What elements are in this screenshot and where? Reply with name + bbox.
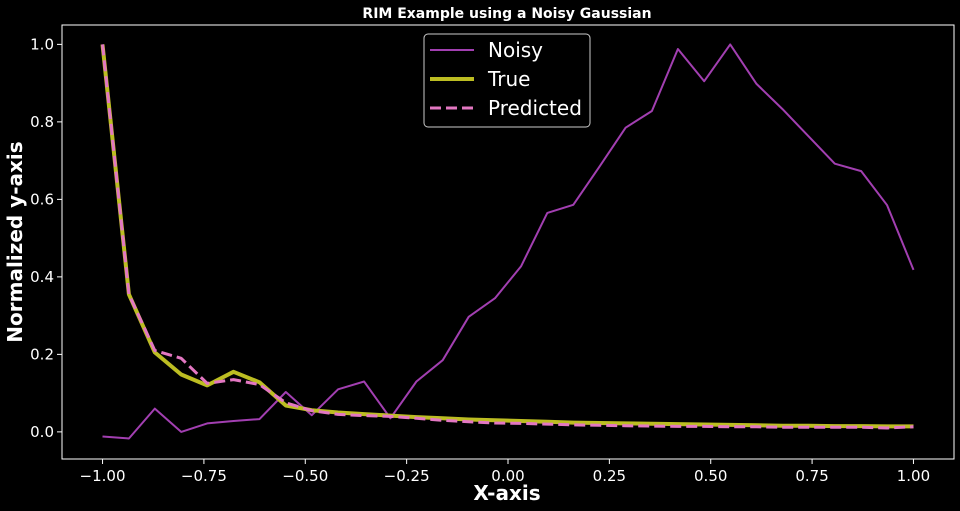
chart-title: RIM Example using a Noisy Gaussian xyxy=(362,6,651,22)
y-tick-label: 1.0 xyxy=(30,35,54,53)
x-tick-label: −1.00 xyxy=(80,467,126,485)
plot-lines xyxy=(100,43,915,440)
x-tick-label: 0.50 xyxy=(694,467,727,485)
series-line-noisy xyxy=(102,43,915,440)
x-tick-label: 0.25 xyxy=(593,467,626,485)
y-tick-label: 0.4 xyxy=(30,268,54,286)
y-tick-label: 0.2 xyxy=(30,345,54,363)
x-tick-label: −0.50 xyxy=(282,467,328,485)
legend-label-true: True xyxy=(487,67,530,91)
x-axis-label: X-axis xyxy=(473,481,540,505)
legend-label-noisy: Noisy xyxy=(488,38,543,62)
x-tick-label: 1.00 xyxy=(897,467,930,485)
y-axis-label: Normalized y-axis xyxy=(3,141,27,342)
x-tick-label: 0.00 xyxy=(491,467,524,485)
legend: Noisy True Predicted xyxy=(423,33,591,128)
legend-box xyxy=(423,33,591,128)
x-axis-ticks: −1.00 −0.75 −0.50 −0.25 0.00 0.25 0.50 0.75 1.00 xyxy=(80,459,930,485)
x-tick-label: −0.75 xyxy=(181,467,227,485)
y-tick-label: 0.6 xyxy=(30,190,54,208)
x-tick-label: 0.75 xyxy=(795,467,828,485)
y-tick-label: 0.0 xyxy=(30,423,54,441)
series-line-predicted xyxy=(101,44,914,430)
series-line-true xyxy=(100,44,914,429)
y-axis-ticks: 0.0 0.2 0.4 0.6 0.8 1.0 xyxy=(30,35,62,441)
y-tick-label: 0.8 xyxy=(30,113,54,131)
x-tick-label: −0.25 xyxy=(384,467,430,485)
legend-label-predicted: Predicted xyxy=(488,96,582,120)
